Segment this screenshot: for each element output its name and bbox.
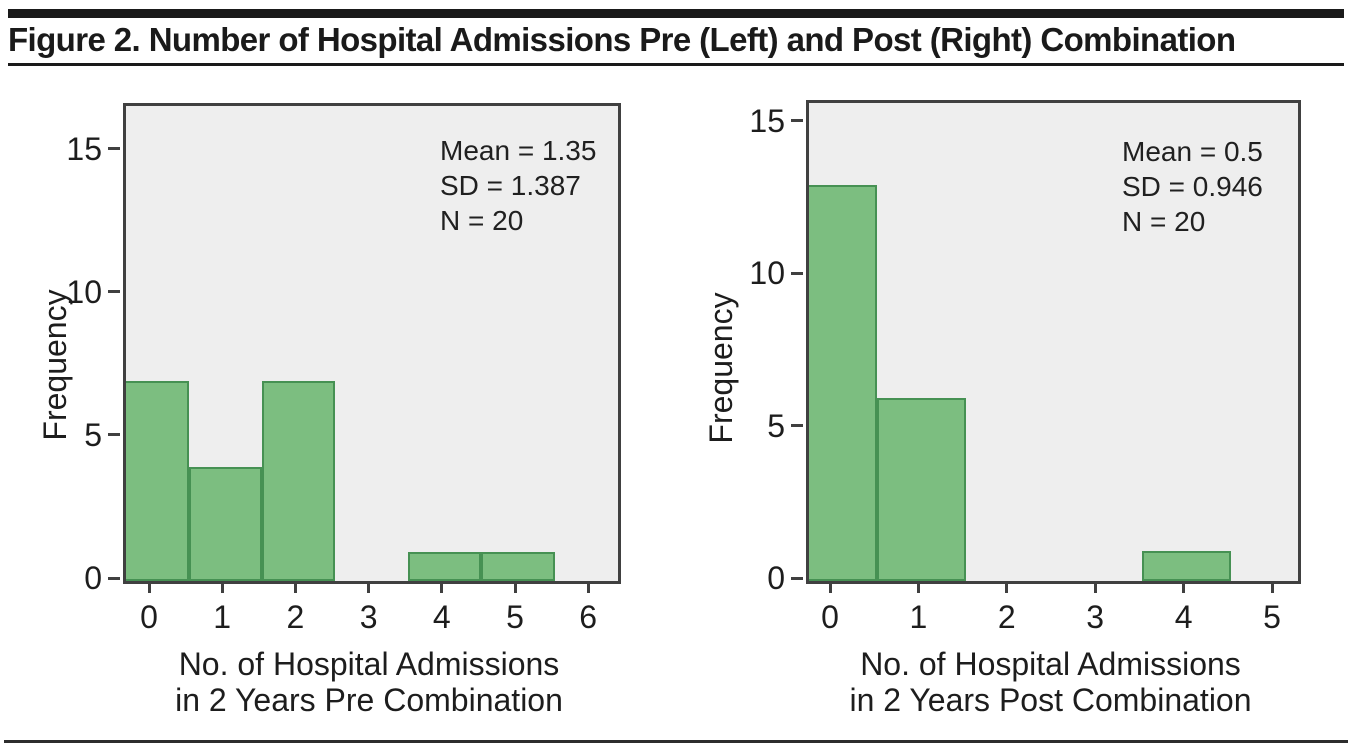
x-tick-mark [440, 581, 444, 593]
histogram-bar [126, 380, 189, 581]
y-tick-label: 0 [84, 560, 102, 596]
figure-title: Figure 2. Number of Hospital Admissions … [8, 21, 1236, 58]
x-tick-label: 0 [821, 599, 839, 635]
y-tick-label: 0 [767, 560, 785, 596]
stats-annotation: Mean = 0.5 SD = 0.946 N = 20 [1122, 134, 1263, 239]
histogram-bar [809, 184, 878, 581]
y-axis-label: Frequency [37, 289, 73, 441]
x-tick-mark [1005, 581, 1009, 593]
histogram-bar [188, 466, 262, 581]
x-tick-label: 5 [1263, 599, 1281, 635]
x-tick-mark [367, 581, 371, 593]
x-tick-label: 6 [579, 599, 598, 635]
histogram-bar [261, 380, 335, 581]
x-tick-label: 1 [909, 599, 928, 635]
x-tick-label: 2 [286, 599, 305, 635]
stats-line: SD = 0.946 [1122, 171, 1263, 202]
stats-line: Mean = 0.5 [1122, 136, 1263, 167]
y-tick-label: 15 [749, 102, 785, 139]
y-tick-label: 10 [749, 255, 785, 291]
x-tick-mark [916, 581, 920, 593]
x-axis-label: in 2 Years Pre Combination [175, 682, 563, 718]
y-tick-mark [108, 433, 120, 437]
y-tick-mark [791, 119, 803, 122]
y-tick-label: 5 [767, 407, 785, 444]
x-axis-label: No. of Hospital Admissions [178, 646, 560, 682]
histogram-bar [877, 398, 966, 581]
stats-line: N = 20 [440, 205, 524, 236]
figure-bottom-rule [4, 740, 1348, 743]
x-axis-label: in 2 Years Post Combination [849, 682, 1252, 718]
histogram-bar [408, 552, 482, 581]
x-tick-mark [586, 581, 590, 593]
x-tick-label: 4 [432, 599, 451, 635]
x-tick-label: 5 [506, 599, 524, 635]
stats-line: SD = 1.387 [440, 170, 581, 201]
y-tick-mark [791, 424, 803, 427]
y-tick-mark [108, 290, 120, 294]
y-tick-label: 15 [66, 130, 102, 167]
y-tick-label: 10 [66, 273, 102, 310]
histogram-bar [1142, 550, 1231, 581]
x-tick-mark [828, 581, 832, 593]
y-tick-mark [108, 147, 120, 151]
histogram-bar [481, 552, 555, 581]
x-tick-mark [293, 581, 297, 593]
x-tick-label: 3 [1086, 599, 1105, 635]
x-tick-mark [220, 581, 224, 593]
x-tick-mark [1093, 581, 1097, 593]
x-tick-mark [147, 581, 151, 593]
y-tick-mark [791, 271, 803, 275]
y-tick-mark [791, 576, 803, 580]
y-tick-label: 5 [84, 416, 102, 453]
stats-line: Mean = 1.35 [440, 135, 597, 166]
x-tick-label: 1 [213, 599, 232, 635]
header-top-bar [8, 9, 1344, 18]
x-axis-label: No. of Hospital Admissions [860, 646, 1241, 682]
stats-annotation: Mean = 1.35 SD = 1.387 N = 20 [440, 133, 596, 238]
plot-area-left [123, 103, 621, 584]
y-axis-label: Frequency [703, 292, 739, 444]
plot-area-right [806, 100, 1301, 584]
x-tick-label: 4 [1174, 599, 1193, 635]
y-tick-mark [108, 576, 120, 580]
title-underline [8, 63, 1344, 66]
x-tick-label: 2 [997, 599, 1016, 635]
x-tick-mark [513, 581, 517, 593]
x-tick-label: 3 [359, 599, 378, 635]
x-tick-mark [1182, 581, 1186, 593]
x-tick-mark [1270, 581, 1274, 593]
stats-line: N = 20 [1122, 206, 1206, 237]
x-tick-label: 0 [140, 599, 158, 635]
